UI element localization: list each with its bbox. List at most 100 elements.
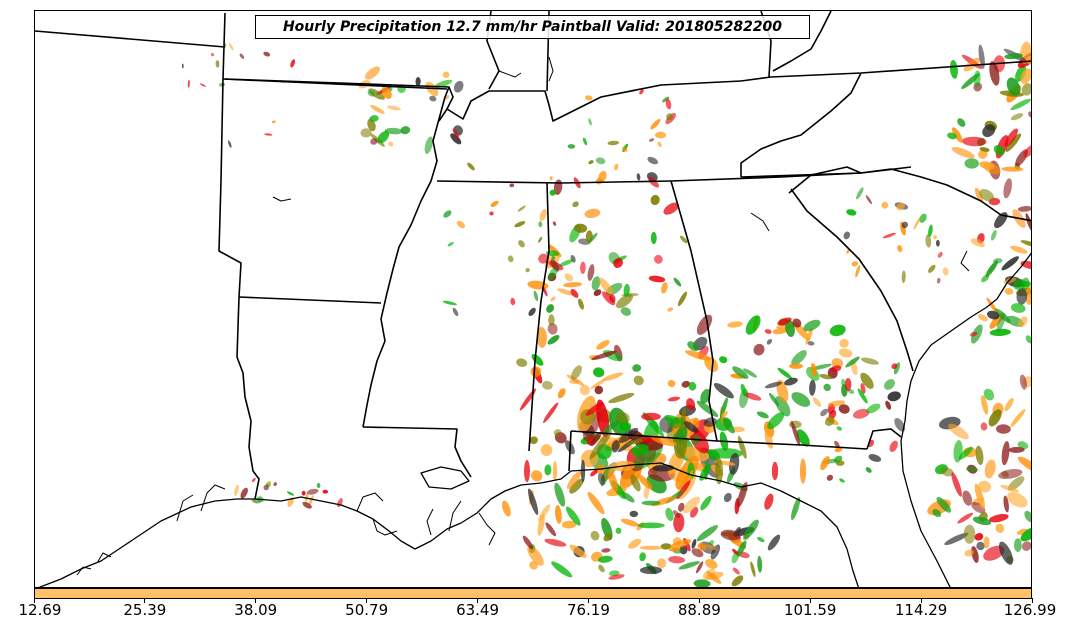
precip-blob [893,362,900,375]
border-ga-fl [866,428,902,450]
precip-blob [1004,397,1014,412]
precip-blob [528,307,536,316]
precip-blob [704,459,710,481]
precip-blob [665,98,672,110]
precip-blob [987,310,1000,320]
precip-blob [683,421,699,433]
precip-blob [744,392,762,401]
precip-blob [668,547,681,552]
precip-blob [696,314,713,335]
precip-blob [791,392,811,407]
precip-blob [667,307,674,312]
precip-blob [678,561,700,570]
precip-blob [998,468,1023,480]
precip-blob [650,434,677,447]
precip-blob [1010,113,1024,121]
precip-blob [514,221,526,228]
precip-blob [949,60,958,79]
precip-blob [290,59,296,68]
precip-blob [691,538,697,549]
precip-blob [796,429,810,447]
precip-blob [846,249,850,254]
precip-blob [210,52,215,57]
precip-blob [1004,288,1014,295]
precip-blob [542,380,553,390]
precip-blob [453,80,464,93]
precip-blob [547,323,558,335]
precip-blob [660,543,672,550]
precip-blob [587,264,595,281]
precip-blob [525,267,530,273]
precip-blob [588,118,592,126]
precip-blob [856,187,864,200]
precip-blob [1003,495,1009,513]
precip-blob [985,260,999,277]
precip-blob [452,307,459,317]
precip-blob [990,230,997,241]
precip-blob [550,258,560,272]
precip-blob [529,436,538,445]
colorbar-tick-label: 76.19 [566,601,610,619]
border-nc-sc [788,166,1031,222]
precip-blob [434,79,453,88]
precip-blob [647,156,659,165]
precip-blob [1020,240,1031,248]
precip-blob [549,189,556,196]
colorbar-tick-label: 88.89 [677,601,721,619]
precip-blob [975,445,984,466]
coast-detail [76,56,970,576]
colorbar-tick-label: 25.39 [123,601,167,619]
precip-blob [590,469,598,477]
precip-blob [429,95,437,102]
precip-blob [745,315,761,335]
precip-blob [957,512,974,524]
precip-blob [789,363,803,369]
precip-blob [629,510,639,518]
precip-blob [1003,178,1012,199]
precip-blob [489,211,494,216]
precip-blob [972,516,992,526]
precip-blob [965,466,979,472]
precip-blob [951,472,962,497]
precip-blob [667,379,676,388]
precip-blob [988,409,1002,427]
precip-blob [322,489,329,494]
precip-blob [538,236,543,243]
precipitation-paintball-layer [181,41,1031,587]
precip-blob [1028,111,1031,118]
precip-blob [639,89,644,95]
precip-blob [251,477,256,483]
precip-blob [643,486,650,499]
precip-blob [456,220,466,229]
precip-blob [981,395,989,415]
precip-blob [681,380,691,388]
precip-blob [736,540,747,557]
precip-blob [696,400,719,418]
precip-blob [1024,510,1031,523]
colorbar-tick-label: 101.59 [783,601,837,619]
precip-blob [732,548,739,555]
precip-blob [964,549,974,557]
precip-blob [996,313,1006,332]
precip-blob [1025,335,1031,344]
coast-louisiana [254,470,572,550]
precip-blob [834,440,840,448]
precip-blob [897,245,903,253]
precip-blob [989,61,1000,86]
precip-blob [977,314,988,322]
precip-blob [557,288,574,296]
precip-blob [424,136,433,154]
precip-blob [569,478,584,494]
precip-blob [510,297,516,306]
precip-blob [618,422,631,432]
precip-blob [661,282,668,294]
precip-blob [976,541,985,551]
precip-blob [767,534,781,551]
precip-blob [937,251,943,258]
precip-blob [543,402,559,424]
precip-blob [598,564,605,573]
precip-blob [944,532,969,546]
precip-blob [519,388,537,411]
precip-blob [565,506,581,526]
precip-blob [609,294,616,303]
